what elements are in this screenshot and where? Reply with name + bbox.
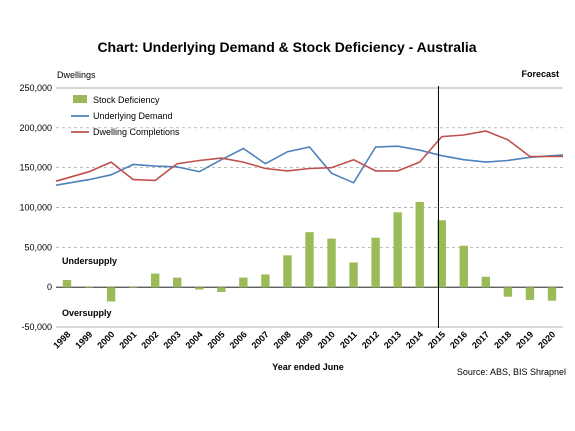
x-tick-label: 2018 — [492, 329, 513, 350]
bar-stock-deficiency — [173, 277, 182, 288]
x-tick-labels: 1998 1999 2000 2001 2002 2003 2004 2005 2006 2007… — [51, 329, 557, 350]
bar-stock-deficiency — [261, 274, 270, 288]
x-tick-label: 2008 — [272, 329, 293, 350]
forecast-label: Forecast — [521, 69, 559, 79]
bar-stock-deficiency — [371, 237, 380, 288]
bar-stock-deficiency — [349, 262, 358, 288]
x-tick-label: 2006 — [228, 329, 249, 350]
y-tick-label: 150,000 — [19, 163, 52, 173]
x-tick-label: 2007 — [250, 329, 271, 350]
x-tick-label: 2001 — [117, 329, 138, 350]
bars — [62, 201, 557, 302]
bar-stock-deficiency — [547, 287, 557, 301]
bar-stock-deficiency — [393, 212, 402, 288]
y-tick-label: 100,000 — [19, 203, 52, 213]
x-tick-label: 2016 — [448, 329, 469, 350]
bar-stock-deficiency — [195, 287, 204, 290]
x-tick-label: 2013 — [382, 329, 403, 350]
x-tick-label: 2004 — [183, 329, 204, 350]
x-tick-label: 1998 — [51, 329, 72, 350]
legend-label: Underlying Demand — [93, 111, 173, 121]
bar-stock-deficiency — [503, 287, 513, 297]
bar-stock-deficiency — [459, 245, 468, 288]
series-lines — [55, 130, 564, 186]
y-tick-labels: -50,000 0 50,000 100,000 150,000 200,000 250,0… — [19, 83, 52, 332]
x-tick-label: 2005 — [206, 329, 227, 350]
bar-stock-deficiency — [84, 287, 94, 288]
x-tick-label: 2003 — [161, 329, 182, 350]
bar-stock-deficiency — [481, 276, 491, 288]
x-tick-label: 2012 — [360, 329, 381, 350]
line-dwelling-completions — [55, 130, 563, 182]
undersupply-annotation: Undersupply — [62, 256, 117, 266]
x-tick-label: 2009 — [294, 329, 315, 350]
x-axis-label: Year ended June — [272, 362, 344, 372]
y-tick-label: -50,000 — [21, 322, 52, 332]
y-tick-label: 200,000 — [19, 123, 52, 133]
bar-stock-deficiency — [305, 232, 314, 288]
legend-label: Stock Deficiency — [93, 95, 160, 105]
x-tick-label: 1999 — [73, 329, 94, 350]
bar-stock-deficiency — [239, 277, 248, 288]
legend: Stock Deficiency Underlying Demand Dwellin… — [71, 95, 180, 137]
x-tick-label: 2017 — [470, 329, 491, 350]
bar-stock-deficiency — [283, 255, 292, 288]
grid-lines — [56, 87, 563, 328]
line-underlying-demand — [55, 145, 564, 186]
bar-stock-deficiency — [106, 287, 116, 302]
y-tick-label: 250,000 — [19, 83, 52, 93]
x-tick-label: 2002 — [139, 329, 160, 350]
chart-title: Chart: Underlying Demand & Stock Deficie… — [97, 39, 476, 55]
legend-swatch-stock-deficiency — [73, 95, 87, 103]
x-tick-label: 2000 — [95, 329, 116, 350]
bar-stock-deficiency — [525, 287, 535, 300]
bar-stock-deficiency — [217, 287, 226, 292]
x-tick-label: 2011 — [338, 329, 359, 350]
bar-stock-deficiency — [151, 273, 160, 288]
x-tick-label: 2014 — [404, 329, 425, 350]
x-tick-label: 2019 — [514, 329, 535, 350]
y-tick-label: 0 — [47, 282, 52, 292]
x-tick-label: 2020 — [536, 329, 557, 350]
bar-stock-deficiency — [437, 220, 446, 288]
y-tick-label: 50,000 — [24, 242, 52, 252]
bar-stock-deficiency — [415, 201, 424, 288]
bar-stock-deficiency — [62, 279, 72, 288]
bar-stock-deficiency — [128, 287, 138, 288]
y-axis-label: Dwellings — [57, 70, 96, 80]
x-tick-label: 2010 — [316, 329, 337, 350]
legend-label: Dwelling Completions — [93, 127, 180, 137]
bar-stock-deficiency — [327, 238, 336, 288]
x-tick-label: 2015 — [426, 329, 447, 350]
source-note: Source: ABS, BIS Shrapnel — [457, 367, 566, 377]
oversupply-annotation: Oversupply — [62, 308, 112, 318]
